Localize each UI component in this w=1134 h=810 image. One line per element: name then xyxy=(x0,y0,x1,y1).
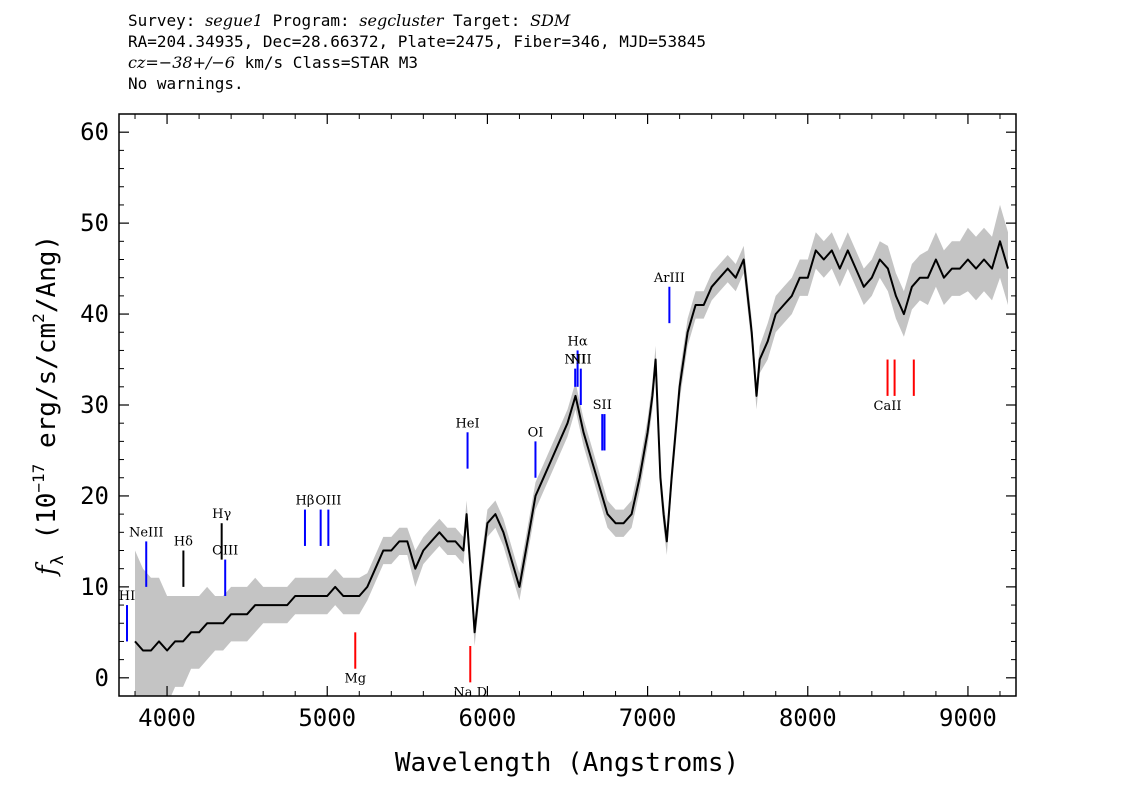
x-tick-label: 5000 xyxy=(298,704,356,732)
spectral-line-label: Hα xyxy=(568,334,588,349)
program-label: Program: xyxy=(272,11,350,30)
y-tick-label: 60 xyxy=(80,118,109,146)
spectral-line-label: CaII xyxy=(874,399,902,414)
spectral-line-label: OIII xyxy=(212,544,238,559)
spectral-line-label: HI xyxy=(119,589,135,604)
x-tick-label: 6000 xyxy=(459,704,517,732)
cz-value: −38+/−6 xyxy=(158,53,235,72)
spectrum-header: Survey: segue1 Program: segcluster Targe… xyxy=(128,10,706,94)
spectral-line-label: NeIII xyxy=(129,525,163,540)
program-value: segcluster xyxy=(359,11,444,30)
spectral-line-label: Na D xyxy=(453,685,487,700)
spectral-line-label: OI xyxy=(528,425,544,440)
target-value: SDM xyxy=(530,11,571,30)
header-line-warnings: No warnings. xyxy=(128,74,244,93)
spectral-line-label: Hγ xyxy=(212,507,231,522)
flux-series-line xyxy=(134,240,1009,652)
class-text: km/s Class=STAR M3 xyxy=(234,53,418,72)
spectral-line-label: HeI xyxy=(455,416,479,431)
x-tick-label: 7000 xyxy=(619,704,677,732)
y-tick-label: 50 xyxy=(80,209,109,237)
y-tick-label: 30 xyxy=(80,391,109,419)
x-tick-label: 4000 xyxy=(138,704,196,732)
spectral-line-label: SII xyxy=(593,398,612,413)
survey-value: segue1 xyxy=(205,11,263,30)
flux-error-band xyxy=(135,204,1008,696)
target-label: Target: xyxy=(453,11,521,30)
x-tick-label: 9000 xyxy=(939,704,997,732)
spectral-line-label: Hβ xyxy=(296,494,315,509)
y-tick-label: 0 xyxy=(95,664,109,692)
header-line-coordinates: RA=204.34935, Dec=28.66372, Plate=2475, … xyxy=(128,32,706,51)
cz-label: cz= xyxy=(128,53,159,72)
y-tick-label: 40 xyxy=(80,300,109,328)
y-axis-title: fλ (10−17 erg/s/cm2/Ang) xyxy=(29,235,68,577)
spectral-line-label: NII xyxy=(564,353,586,368)
x-tick-label: 8000 xyxy=(779,704,837,732)
spectral-line-label: Hδ xyxy=(174,535,193,550)
spectral-line-label: OIII xyxy=(315,494,341,509)
x-axis-title: Wavelength (Angstroms) xyxy=(395,748,739,778)
plot-area xyxy=(126,204,1009,696)
header-line-redshift: cz=−38+/−6 km/s Class=STAR M3 xyxy=(128,52,706,73)
axis-ticks: 4000 5000 6000 7000 8000 9000 0 10 20 30 40 50 60 xyxy=(80,113,1016,732)
survey-label: Survey: xyxy=(128,11,196,30)
spectral-line-label: ArIII xyxy=(653,271,685,286)
header-line-survey: Survey: segue1 Program: segcluster Targe… xyxy=(128,10,706,31)
spectral-line-label: NII xyxy=(570,353,592,368)
y-tick-label: 20 xyxy=(80,482,109,510)
y-tick-label: 10 xyxy=(80,573,109,601)
spectral-line-label: Mg xyxy=(344,672,366,687)
